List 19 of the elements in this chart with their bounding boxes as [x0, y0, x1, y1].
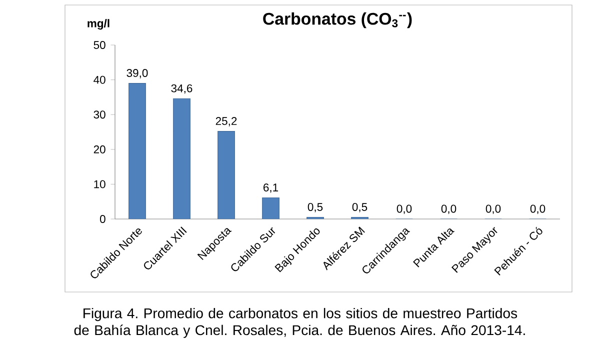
data-label: 0,0 — [441, 204, 456, 214]
y-tick-label: 20 — [94, 145, 106, 154]
y-tick-label: 10 — [94, 180, 106, 188]
data-label: 0,5 — [308, 203, 323, 212]
text: Figura 4. Promedio de carbonatos en los sitios de muestreo Partidos de Bahía Blanca y Cnel. Rosales, Pcia. de Buenos Aires. Año 2013-14. — [74, 308, 525, 338]
y-axis-title: mg/l — [88, 19, 110, 30]
y-tick-label: 50 — [94, 41, 106, 49]
data-label: 0,5 — [352, 203, 368, 212]
data-label: 34,6 — [171, 84, 192, 94]
data-label: 0,0 — [486, 204, 501, 214]
y-tick-label: 40 — [94, 76, 106, 84]
y-tick-label: 0 — [100, 215, 106, 223]
data-label: 6,1 — [264, 184, 278, 193]
data-label: 39,0 — [126, 69, 148, 78]
data-label: 25,2 — [216, 117, 237, 126]
y-tick-label: 30 — [94, 110, 106, 119]
data-label: 0,0 — [396, 204, 412, 214]
data-label: 0,0 — [530, 204, 546, 214]
chart-title: Carbonatos (CO$_{3}$$^{--}$) — [263, 12, 412, 28]
